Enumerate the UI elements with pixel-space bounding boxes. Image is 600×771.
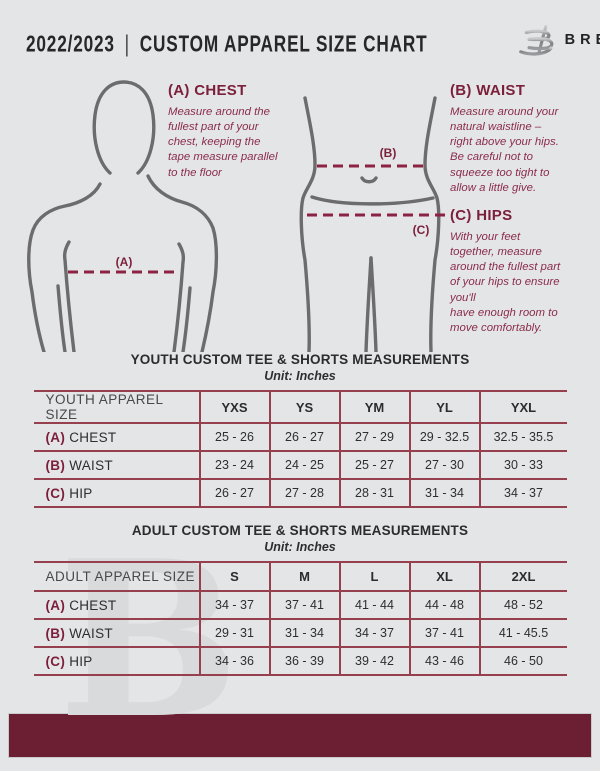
- size-range-cell: 41 - 44: [338, 591, 410, 620]
- measurement-label: (B) WAIST: [33, 451, 200, 480]
- size-range-cell: 44 - 48: [408, 591, 480, 620]
- table-row: (B) WAIST 29 - 31 31 - 34 34 - 37 37 - 41 41 …: [33, 619, 567, 648]
- hips-heading: (C) HIPS: [450, 207, 513, 224]
- size-range-cell: 23 - 24: [198, 451, 270, 480]
- size-range-cell: 37 - 41: [408, 619, 480, 648]
- brand-logo: BREAKAWAY: [516, 24, 600, 58]
- measurement-label: (C) HIP: [33, 479, 200, 508]
- adult-section: ADULT CUSTOM TEE & SHORTS MEASUREMENTS U…: [0, 523, 600, 676]
- size-range-cell: 25 - 26: [198, 423, 270, 452]
- youth-table-title: YOUTH CUSTOM TEE & SHORTS MEASUREMENTS: [130, 352, 470, 367]
- hips-instructions: With your feet together, measure around …: [450, 231, 561, 334]
- size-range-cell: 37 - 41: [268, 591, 340, 620]
- measurement-label: (A) CHEST: [33, 591, 200, 620]
- title-separator: |: [124, 31, 130, 57]
- size-range-cell: 31 - 34: [408, 479, 480, 508]
- measurement-letter: (B): [45, 625, 66, 641]
- size-range-cell: 31 - 34: [268, 619, 340, 648]
- size-range-cell: 43 - 46: [408, 647, 480, 676]
- size-range-cell: 34 - 36: [198, 647, 270, 676]
- chest-heading: (A) CHEST: [168, 82, 247, 99]
- youth-size-table: YOUTH APPAREL SIZE YXS YS YM YL YXL (A) CHEST…: [33, 390, 567, 508]
- size-range-cell: 48 - 52: [478, 591, 567, 620]
- size-column-header: YL: [408, 391, 480, 424]
- waist-instructions: Measure around your natural waistline – …: [450, 106, 559, 194]
- adult-table-title: ADULT CUSTOM TEE & SHORTS MEASUREMENTS: [131, 523, 469, 538]
- chart-title: CUSTOM APPAREL SIZE CHART: [139, 31, 428, 57]
- waist-hips-figure-illustration: (B) (C): [299, 96, 445, 352]
- size-range-cell: 30 - 33: [478, 451, 567, 480]
- measurement-letter: (A): [45, 597, 66, 613]
- size-range-cell: 26 - 27: [198, 479, 270, 508]
- breakaway-b-logo-icon: [518, 25, 554, 56]
- table-row: (C) HIP 34 - 36 36 - 39 39 - 42 43 - 46 46 - …: [33, 647, 567, 676]
- adult-table-unit: Unit: Inches: [264, 540, 336, 554]
- size-column-header: 2XL: [478, 562, 567, 592]
- size-column-header: L: [338, 562, 410, 592]
- size-column-header: YS: [268, 391, 340, 424]
- measurement-letter: (C): [45, 485, 66, 501]
- waist-marker-label: (B): [380, 146, 397, 160]
- size-range-cell: 24 - 25: [268, 451, 340, 480]
- size-range-cell: 28 - 31: [338, 479, 410, 508]
- table-row: (C) HIP 26 - 27 27 - 28 28 - 31 31 - 34 34 - …: [33, 479, 567, 508]
- size-range-cell: 26 - 27: [268, 423, 340, 452]
- size-column-header: S: [198, 562, 270, 592]
- page-title: 2022/2023 | CUSTOM APPAREL SIZE CHART: [26, 31, 428, 58]
- footer-accent-bar: [8, 713, 592, 758]
- table-row: (A) CHEST 34 - 37 37 - 41 41 - 44 44 - 48 48 …: [33, 591, 567, 620]
- size-row-header: YOUTH APPAREL SIZE: [33, 391, 200, 424]
- size-range-cell: 29 - 32.5: [408, 423, 480, 452]
- size-tables: YOUTH CUSTOM TEE & SHORTS MEASUREMENTS U…: [0, 352, 600, 676]
- size-range-cell: 27 - 30: [408, 451, 480, 480]
- table-row: (A) CHEST 25 - 26 26 - 27 27 - 29 29 - 32.5 3…: [33, 423, 567, 452]
- size-column-header: YXS: [198, 391, 270, 424]
- size-range-cell: 27 - 29: [338, 423, 410, 452]
- hips-marker-label: (C): [413, 223, 430, 237]
- brand-name: BREAKAWAY: [564, 32, 600, 48]
- size-range-cell: 34 - 37: [338, 619, 410, 648]
- size-range-cell: 46 - 50: [478, 647, 567, 676]
- size-column-header: YM: [338, 391, 410, 424]
- size-range-cell: 32.5 - 35.5: [478, 423, 567, 452]
- measurement-letter: (C): [45, 653, 66, 669]
- size-range-cell: 41 - 45.5: [478, 619, 567, 648]
- measurement-label: (A) CHEST: [33, 423, 200, 452]
- size-range-cell: 36 - 39: [268, 647, 340, 676]
- size-range-cell: 39 - 42: [338, 647, 410, 676]
- size-range-cell: 34 - 37: [198, 591, 270, 620]
- size-column-header: XL: [408, 562, 480, 592]
- size-range-cell: 27 - 28: [268, 479, 340, 508]
- page-header: 2022/2023 | CUSTOM APPAREL SIZE CHART BREA…: [0, 0, 600, 66]
- youth-table-unit: Unit: Inches: [264, 369, 336, 383]
- table-header-row: ADULT APPAREL SIZE S M L XL 2XL: [33, 562, 567, 592]
- table-header-row: YOUTH APPAREL SIZE YXS YS YM YL YXL: [33, 391, 567, 424]
- size-column-header: M: [268, 562, 340, 592]
- adult-size-table: ADULT APPAREL SIZE S M L XL 2XL (A) CHEST 34 -…: [33, 561, 567, 676]
- measuring-guide: (A) (B) (C) (A) CHEST Measure around the…: [0, 66, 600, 352]
- chest-marker-label: (A): [116, 255, 133, 269]
- season-year: 2022/2023: [26, 31, 115, 57]
- measurement-label: (C) HIP: [33, 647, 200, 676]
- waist-heading: (B) WAIST: [450, 82, 526, 99]
- size-range-cell: 25 - 27: [338, 451, 410, 480]
- chest-instructions: Measure around the fullest part of your …: [168, 106, 278, 179]
- measurement-letter: (A): [45, 429, 66, 445]
- size-row-header: ADULT APPAREL SIZE: [33, 562, 200, 592]
- torso-figure-illustration: (A): [27, 80, 219, 352]
- size-range-cell: 34 - 37: [478, 479, 567, 508]
- measurement-letter: (B): [45, 457, 66, 473]
- size-range-cell: 29 - 31: [198, 619, 270, 648]
- measurement-label: (B) WAIST: [33, 619, 200, 648]
- youth-section: YOUTH CUSTOM TEE & SHORTS MEASUREMENTS U…: [0, 352, 600, 508]
- table-row: (B) WAIST 23 - 24 24 - 25 25 - 27 27 - 30 30 …: [33, 451, 567, 480]
- size-column-header: YXL: [478, 391, 567, 424]
